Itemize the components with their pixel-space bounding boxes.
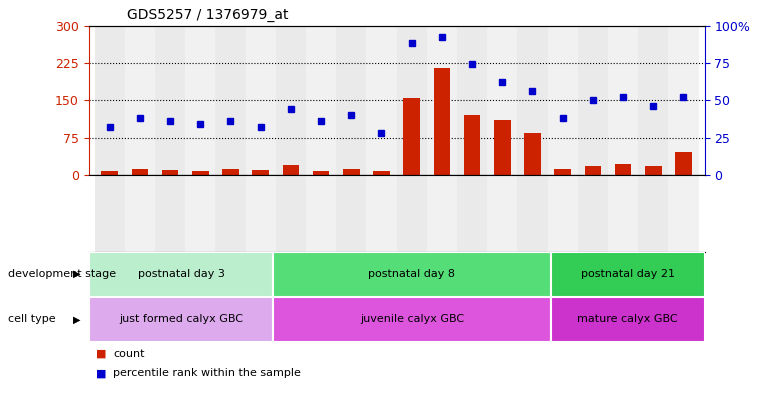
Bar — [216, 26, 246, 175]
Bar — [273, 252, 551, 297]
Bar — [403, 98, 420, 175]
Bar — [283, 165, 300, 175]
Bar — [524, 132, 541, 175]
Bar — [578, 26, 608, 175]
Bar — [608, 175, 638, 252]
Bar — [494, 120, 511, 175]
Bar — [313, 171, 330, 175]
Text: cell type: cell type — [8, 314, 55, 324]
Bar — [306, 175, 336, 252]
Text: development stage: development stage — [8, 269, 115, 279]
Bar — [397, 26, 427, 175]
Text: ■: ■ — [96, 368, 107, 378]
Bar — [89, 252, 273, 297]
Bar — [367, 175, 397, 252]
Bar — [668, 26, 698, 175]
Bar — [253, 170, 269, 175]
Bar — [427, 175, 457, 252]
Bar — [276, 26, 306, 175]
Bar — [638, 175, 668, 252]
Bar — [434, 68, 450, 175]
Bar — [273, 297, 551, 342]
Bar — [638, 26, 668, 175]
Bar — [162, 170, 179, 175]
Bar — [487, 26, 517, 175]
Bar — [125, 175, 155, 252]
Bar — [155, 26, 185, 175]
Text: ▶: ▶ — [73, 269, 81, 279]
Bar — [336, 175, 367, 252]
Bar — [487, 175, 517, 252]
Bar — [125, 26, 155, 175]
Bar — [185, 26, 216, 175]
Bar — [551, 297, 705, 342]
Bar — [668, 175, 698, 252]
Bar — [192, 171, 209, 175]
Text: juvenile calyx GBC: juvenile calyx GBC — [360, 314, 464, 324]
Bar — [373, 171, 390, 175]
Bar — [89, 297, 273, 342]
Bar — [547, 26, 578, 175]
Bar — [675, 152, 691, 175]
Bar — [608, 26, 638, 175]
Text: just formed calyx GBC: just formed calyx GBC — [119, 314, 243, 324]
Text: percentile rank within the sample: percentile rank within the sample — [113, 368, 301, 378]
Bar — [216, 175, 246, 252]
Bar — [336, 26, 367, 175]
Bar — [343, 169, 360, 175]
Bar — [155, 175, 185, 252]
Bar — [517, 175, 547, 252]
Bar — [306, 26, 336, 175]
Bar — [276, 175, 306, 252]
Text: postnatal day 8: postnatal day 8 — [369, 269, 455, 279]
Bar — [95, 175, 125, 252]
Bar — [132, 169, 148, 175]
Text: postnatal day 21: postnatal day 21 — [581, 269, 675, 279]
Bar — [554, 169, 571, 175]
Bar — [367, 26, 397, 175]
Bar — [614, 164, 631, 175]
Bar — [578, 175, 608, 252]
Text: count: count — [113, 349, 145, 359]
Bar — [246, 175, 276, 252]
Bar — [551, 252, 705, 297]
Bar — [223, 169, 239, 175]
Bar — [645, 166, 661, 175]
Bar — [427, 26, 457, 175]
Bar — [584, 166, 601, 175]
Text: postnatal day 3: postnatal day 3 — [138, 269, 224, 279]
Bar — [95, 26, 125, 175]
Bar — [457, 26, 487, 175]
Text: mature calyx GBC: mature calyx GBC — [578, 314, 678, 324]
Bar — [102, 171, 118, 175]
Bar — [185, 175, 216, 252]
Text: GDS5257 / 1376979_at: GDS5257 / 1376979_at — [127, 7, 289, 22]
Text: ▶: ▶ — [73, 314, 81, 324]
Bar — [397, 175, 427, 252]
Bar — [464, 115, 480, 175]
Bar — [246, 26, 276, 175]
Bar — [457, 175, 487, 252]
Text: ■: ■ — [96, 349, 107, 359]
Bar — [517, 26, 547, 175]
Bar — [547, 175, 578, 252]
